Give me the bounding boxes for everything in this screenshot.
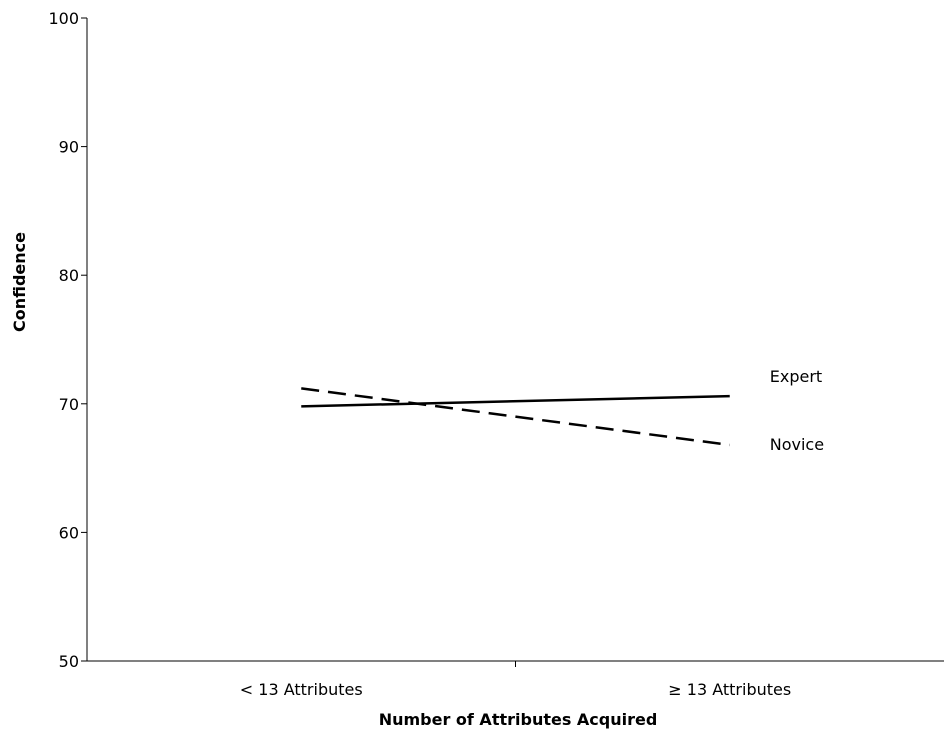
series-lines	[301, 387, 730, 447]
y-tick-label: 100	[48, 9, 79, 28]
series-line-expert	[301, 394, 730, 408]
y-tick-label: 90	[59, 138, 79, 157]
y-tick-label: 70	[59, 395, 79, 414]
y-axis-title: Confidence	[10, 232, 29, 332]
x-tick-label: ≥ 13 Attributes	[668, 680, 791, 699]
series-label-expert: Expert	[770, 367, 822, 386]
x-axis-title: Number of Attributes Acquired	[379, 710, 658, 729]
y-tick-label: 60	[59, 523, 79, 542]
series-line-novice	[301, 387, 730, 447]
y-tick-label: 50	[59, 652, 79, 671]
ticks: 50 60 70 80 90 100 < 13 Attributes ≥ 13 Attribu…	[48, 9, 791, 699]
y-tick-label: 80	[59, 266, 79, 285]
series-labels: Expert Novice	[770, 367, 824, 454]
series-label-novice: Novice	[770, 435, 824, 454]
x-tick-label: < 13 Attributes	[240, 680, 363, 699]
